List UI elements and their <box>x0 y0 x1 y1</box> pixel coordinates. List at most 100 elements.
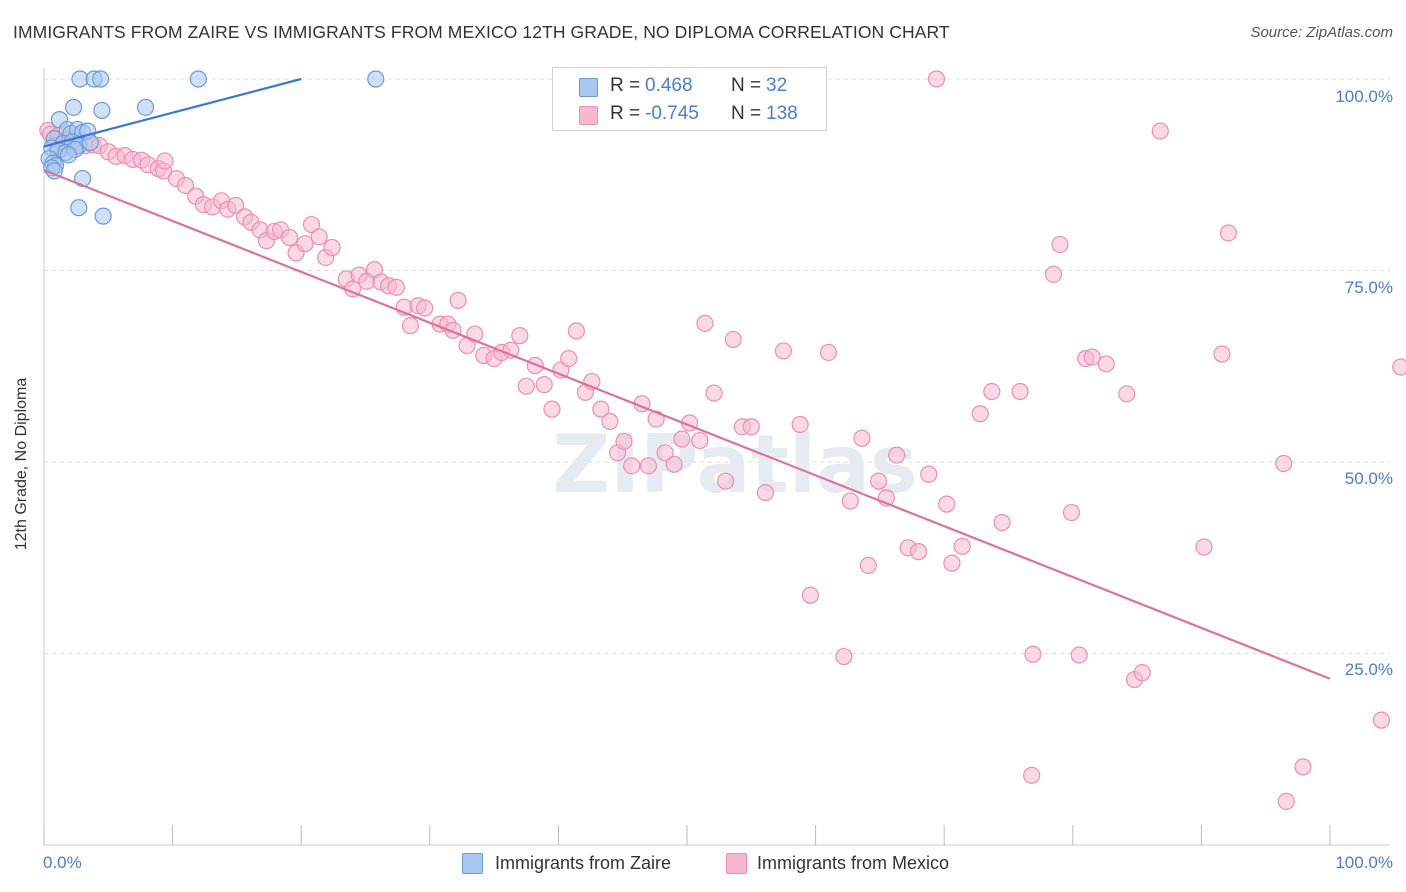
mexico-point <box>1294 758 1312 776</box>
zaire-point <box>94 207 112 225</box>
mexico-point <box>983 382 1001 401</box>
y-tick-100: 100.0% <box>1335 87 1393 106</box>
x-tick-100: 100.0% <box>1335 853 1393 872</box>
y-tick-50: 50.0% <box>1344 469 1393 488</box>
zaire-point <box>136 98 155 116</box>
series-mexico-points <box>39 70 1406 810</box>
mexico-point <box>993 513 1011 532</box>
axes <box>43 68 1390 846</box>
zaire-point <box>189 70 207 88</box>
mexico-point <box>1051 235 1069 254</box>
mexico-point <box>1219 224 1238 242</box>
stats-legend: R = 0.468 N = 32 R = -0.745 N = 138 <box>552 67 827 131</box>
n-label: N = <box>731 103 762 124</box>
mexico-point <box>567 322 586 340</box>
mexico-point <box>870 472 888 490</box>
mexico-point <box>1275 454 1293 473</box>
mexico-point <box>156 152 174 170</box>
zaire-point <box>70 199 88 217</box>
mexico-point <box>953 537 971 555</box>
mexico-point <box>853 429 871 447</box>
zaire-point <box>81 133 99 152</box>
chart-title: IMMIGRANTS FROM ZAIRE VS IMMIGRANTS FROM… <box>13 22 950 42</box>
mexico-point <box>774 342 793 360</box>
mexico-r-value: -0.745 <box>645 103 699 124</box>
mexico-legend-label: Immigrants from Mexico <box>757 853 950 873</box>
mexico-point <box>1392 358 1406 376</box>
n-label: N = <box>731 75 762 96</box>
zaire-point <box>91 70 110 88</box>
mexico-point <box>801 586 820 604</box>
legend-row-zaire: R = 0.468 N = 32 <box>553 73 826 99</box>
zaire-legend-label: Immigrants from Zaire <box>495 853 672 873</box>
mexico-point <box>841 492 859 510</box>
mexico-point <box>1372 711 1391 729</box>
mexico-point <box>623 457 641 475</box>
mexico-point <box>639 457 658 475</box>
mexico-point <box>449 291 467 309</box>
mexico-point <box>601 412 619 431</box>
mexico-point <box>724 330 742 349</box>
source-credit: Source: ZipAtlas.com <box>1250 24 1393 41</box>
mexico-point <box>281 228 299 247</box>
zaire-point <box>59 146 78 164</box>
zaire-point <box>367 70 385 88</box>
mexico-point <box>673 430 691 448</box>
mexico-point <box>819 343 838 362</box>
zaire-point <box>93 101 111 120</box>
mexico-swatch <box>579 106 598 125</box>
y-tick-75: 75.0% <box>1344 278 1393 297</box>
mexico-point <box>1011 382 1029 401</box>
mexico-point <box>1118 385 1136 403</box>
zaire-point <box>64 98 83 116</box>
mexico-point <box>517 377 535 395</box>
mexico-point <box>302 215 321 234</box>
mexico-point <box>1044 265 1063 283</box>
zaire-n-value: 32 <box>766 75 788 96</box>
mexico-point <box>535 376 553 394</box>
mexico-point <box>1195 538 1213 556</box>
mexico-point <box>1213 345 1231 363</box>
legend-row-mexico: R = -0.745 N = 138 <box>553 101 826 127</box>
mexico-legend-swatch <box>726 853 747 874</box>
zaire-swatch <box>579 78 598 97</box>
mexico-point <box>1062 503 1081 522</box>
mexico-point <box>592 400 610 418</box>
mexico-point <box>971 405 989 423</box>
mexico-point <box>835 647 853 666</box>
mexico-point <box>705 384 723 402</box>
trend-lines <box>43 77 1331 680</box>
mexico-point <box>943 554 961 572</box>
mexico-point <box>716 472 735 490</box>
mexico-point <box>387 278 405 296</box>
zaire-trend-line <box>43 77 302 148</box>
mexico-point <box>691 431 709 450</box>
mexico-point <box>665 455 683 473</box>
gridlines <box>44 78 1390 654</box>
mexico-point <box>938 495 956 513</box>
mexico-point <box>615 432 633 450</box>
mexico-point <box>742 418 760 436</box>
mexico-point <box>1023 766 1041 784</box>
mexico-point <box>1024 645 1042 663</box>
r-label: R = <box>610 75 641 96</box>
mexico-point <box>1151 122 1169 140</box>
x-tick-0: 0.0% <box>43 853 82 872</box>
mexico-point <box>227 196 245 214</box>
mexico-n-value: 138 <box>766 103 798 124</box>
mexico-point <box>296 235 314 253</box>
mexico-point <box>888 446 906 464</box>
mexico-point <box>656 444 674 462</box>
mexico-point <box>927 70 946 88</box>
r-label: R = <box>610 103 641 124</box>
mexico-point <box>1097 355 1115 373</box>
mexico-point <box>416 299 434 317</box>
mexico-point <box>920 465 938 483</box>
mexico-point <box>696 314 714 332</box>
mexico-point <box>310 228 328 246</box>
mexico-point <box>909 543 928 561</box>
mexico-point <box>1277 792 1295 810</box>
mexico-point <box>176 176 195 195</box>
mexico-point <box>401 317 420 335</box>
